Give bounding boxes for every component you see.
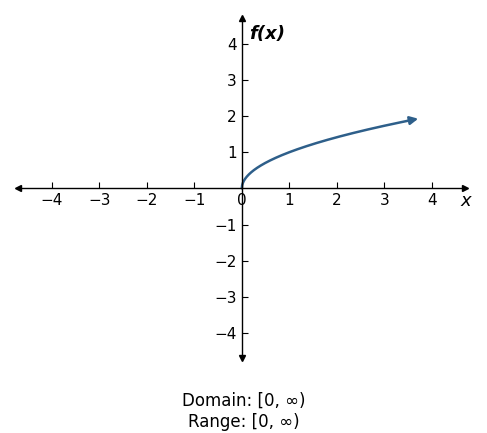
- Text: Range: [0, ∞): Range: [0, ∞): [187, 413, 300, 431]
- Text: Domain: [0, ∞): Domain: [0, ∞): [182, 391, 305, 410]
- Text: x: x: [461, 192, 471, 210]
- Text: f(x): f(x): [249, 25, 285, 43]
